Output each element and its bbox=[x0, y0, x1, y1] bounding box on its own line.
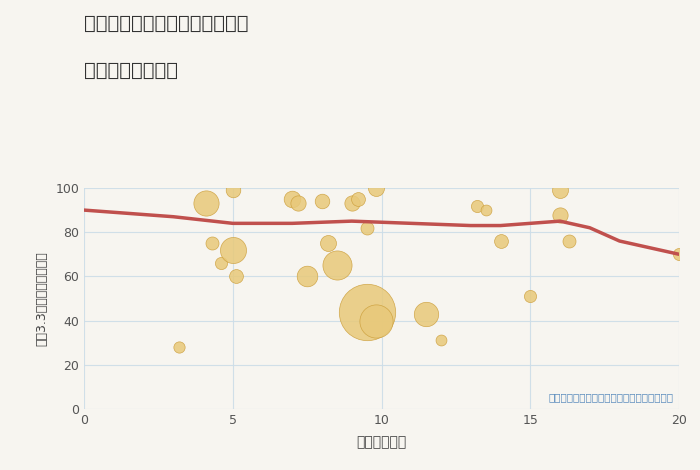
Point bbox=[352, 195, 363, 203]
Point bbox=[302, 273, 313, 280]
Point bbox=[480, 206, 491, 214]
Text: 駅距離別土地価格: 駅距離別土地価格 bbox=[84, 61, 178, 80]
Point bbox=[230, 273, 241, 280]
Point bbox=[216, 259, 227, 267]
Point bbox=[435, 337, 447, 344]
Point bbox=[331, 261, 342, 269]
Point bbox=[525, 292, 536, 300]
Point bbox=[346, 200, 357, 207]
Point bbox=[554, 187, 566, 194]
Point bbox=[370, 317, 381, 324]
Y-axis label: 坪（3.3㎡）単価（万円）: 坪（3.3㎡）単価（万円） bbox=[35, 251, 48, 346]
Point bbox=[287, 195, 298, 203]
Point bbox=[554, 211, 566, 218]
Point bbox=[421, 310, 432, 318]
Point bbox=[206, 239, 218, 247]
Point bbox=[322, 239, 333, 247]
Point bbox=[471, 202, 482, 210]
Text: 円の大きさは、取引のあった物件面積を示す: 円の大きさは、取引のあった物件面積を示す bbox=[548, 392, 673, 402]
Point bbox=[227, 246, 238, 254]
X-axis label: 駅距離（分）: 駅距離（分） bbox=[356, 435, 407, 449]
Point bbox=[174, 343, 185, 351]
Point bbox=[370, 184, 381, 192]
Point bbox=[316, 197, 328, 205]
Point bbox=[227, 187, 238, 194]
Point bbox=[361, 224, 372, 232]
Point bbox=[293, 200, 304, 207]
Point bbox=[673, 251, 685, 258]
Text: 愛知県名古屋市昭和区西畑町の: 愛知県名古屋市昭和区西畑町の bbox=[84, 14, 248, 33]
Point bbox=[495, 237, 506, 245]
Point bbox=[361, 308, 372, 315]
Point bbox=[564, 237, 575, 245]
Point bbox=[200, 200, 211, 207]
